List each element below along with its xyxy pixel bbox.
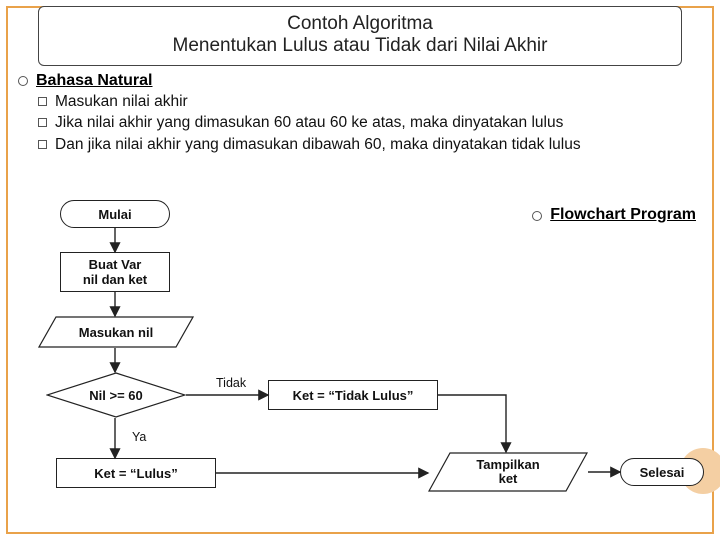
fc-input: Masukan nil — [38, 316, 194, 348]
fc-end: Selesai — [620, 458, 704, 486]
title-box: Contoh Algoritma Menentukan Lulus atau T… — [38, 6, 682, 66]
fc-cond: Nil >= 60 — [46, 372, 186, 418]
square-icon — [38, 118, 47, 127]
fc-yes: Ket = “Lulus” — [56, 458, 216, 488]
fc-decl: Buat Var nil dan ket — [60, 252, 170, 292]
fc-no: Ket = “Tidak Lulus” — [268, 380, 438, 410]
natural-list: Masukan nilai akhir Jika nilai akhir yan… — [38, 92, 702, 154]
natural-item: Jika nilai akhir yang dimasukan 60 atau … — [55, 113, 563, 132]
fc-input-label: Masukan nil — [79, 325, 153, 340]
title-line2: Menentukan Lulus atau Tidak dari Nilai A… — [49, 35, 671, 57]
fc-out: Tampilkan ket — [428, 452, 588, 492]
flowchart-heading-wrap: Flowchart Program — [532, 206, 696, 224]
natural-item: Masukan nilai akhir — [55, 92, 188, 111]
fc-start-label: Mulai — [98, 207, 131, 222]
bullet-icon — [18, 76, 28, 86]
title-line1: Contoh Algoritma — [49, 13, 671, 35]
square-icon — [38, 97, 47, 106]
natural-item: Dan jika nilai akhir yang dimasukan diba… — [55, 135, 581, 154]
fc-decl-label: Buat Var nil dan ket — [83, 257, 147, 287]
edge-label-ya: Ya — [132, 430, 146, 444]
flowchart-heading: Flowchart Program — [550, 206, 696, 224]
natural-heading: Bahasa Natural — [36, 72, 153, 90]
square-icon — [38, 140, 47, 149]
fc-start: Mulai — [60, 200, 170, 228]
fc-no-label: Ket = “Tidak Lulus” — [293, 388, 414, 403]
natural-section: Bahasa Natural Masukan nilai akhir Jika … — [18, 72, 702, 154]
fc-yes-label: Ket = “Lulus” — [94, 466, 177, 481]
fc-cond-label: Nil >= 60 — [89, 388, 142, 403]
bullet-icon — [532, 211, 542, 221]
edge-label-tidak: Tidak — [216, 376, 246, 390]
fc-out-label: Tampilkan ket — [476, 458, 539, 485]
fc-end-label: Selesai — [640, 465, 685, 480]
